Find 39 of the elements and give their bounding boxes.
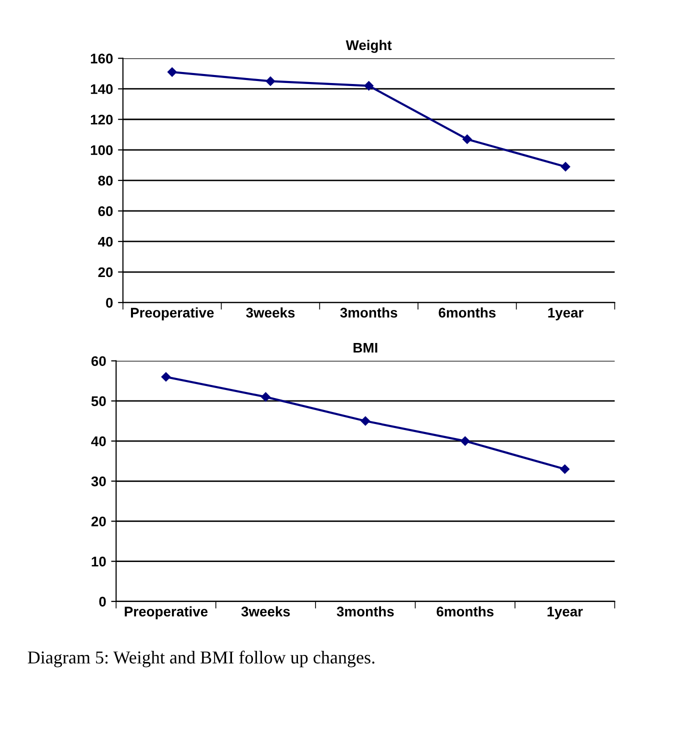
point — [167, 67, 177, 77]
y-tick-label: 120 — [90, 114, 113, 125]
y-tick-label: 0 — [106, 298, 113, 308]
chart-title: BMI — [354, 342, 378, 353]
chart-title: Weight — [346, 40, 392, 53]
y-tick-label: 60 — [91, 356, 106, 366]
y-tick-label: 160 — [90, 54, 113, 64]
y-tick-label: 60 — [98, 206, 113, 216]
y-tick-label: 20 — [91, 516, 106, 526]
x-tick-label: 3months — [340, 307, 398, 318]
y-tick-label: 40 — [98, 236, 113, 247]
point — [462, 134, 472, 144]
x-tick-label: 6months — [436, 606, 494, 616]
point — [460, 436, 470, 446]
x-tick-label: 1year — [548, 606, 583, 620]
x-tick-label: 3weeks — [241, 606, 290, 617]
text: Diagram 5: Weight and BMI follow up changes. — [28, 650, 374, 668]
point — [560, 464, 570, 474]
y-tick-label: 30 — [91, 476, 106, 486]
x-tick-label: 6months — [438, 307, 496, 318]
point — [364, 81, 374, 90]
point — [266, 76, 276, 86]
y-tick-label: 50 — [91, 396, 106, 406]
point — [261, 392, 270, 402]
y-tick-label: 40 — [91, 436, 106, 446]
y-tick-label: 0 — [99, 596, 106, 607]
y-tick-label: 80 — [98, 176, 113, 186]
x-tick-label: 3weeks — [246, 307, 295, 318]
y-tick-label: 10 — [92, 556, 106, 566]
y-tick-label: 20 — [98, 267, 113, 278]
point — [560, 162, 570, 172]
point — [161, 372, 171, 382]
point — [360, 416, 370, 426]
x-tick-label: 1year — [548, 308, 584, 320]
y-tick-label: 100 — [90, 145, 113, 156]
x-tick-label: Preoperative — [130, 307, 214, 320]
x-tick-label: Preoperative — [124, 606, 208, 620]
y-tick-label: 140 — [90, 84, 113, 94]
x-tick-label: 3months — [336, 606, 394, 617]
